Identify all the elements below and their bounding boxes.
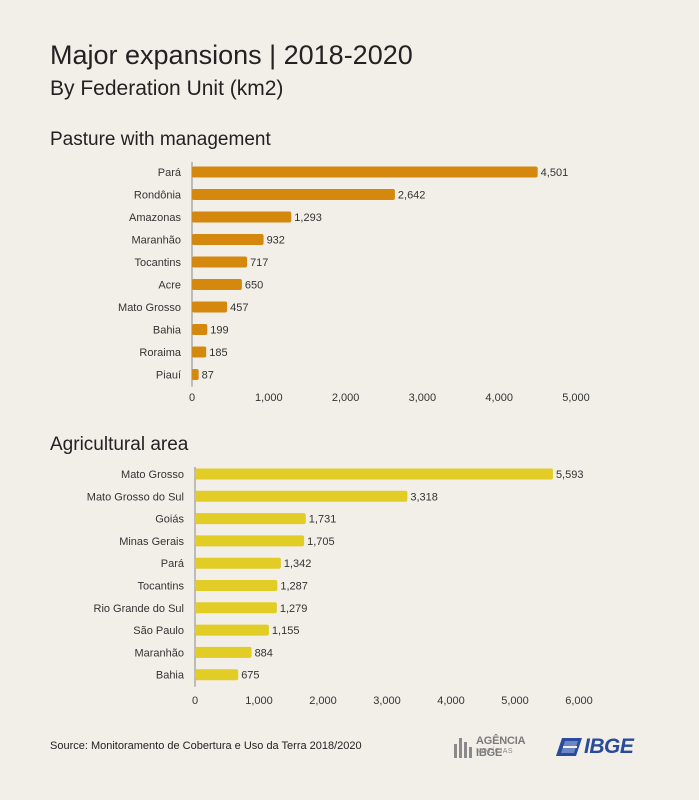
x-tick-label: 3,000 — [373, 695, 401, 707]
value-label: 3,318 — [410, 491, 438, 503]
agricultural-bar-chart: Mato Grosso 5,593 Mato Grosso do Sul 3,318 G… — [87, 467, 593, 707]
bar — [192, 234, 264, 245]
category-label: Amazonas — [129, 212, 181, 224]
bar — [195, 535, 305, 547]
bar — [195, 624, 269, 636]
category-label: Rio Grande do Sul — [94, 603, 185, 615]
category-label: Goiás — [155, 514, 184, 526]
x-tick-label: 3,000 — [409, 392, 437, 404]
category-label: Pará — [161, 558, 185, 570]
category-label: Mato Grosso — [118, 302, 181, 314]
bar — [195, 580, 278, 591]
agencia-ibge-logo[interactable]: AGÊNCIA IBGE NOTÍCIAS — [452, 733, 552, 761]
category-label: Maranhão — [131, 235, 181, 247]
x-tick-label: 0 — [189, 392, 195, 404]
bar — [192, 166, 538, 178]
value-label: 199 — [210, 325, 228, 337]
value-label: 1,155 — [272, 625, 300, 637]
ibge-logo-text: IBGE — [584, 735, 634, 758]
value-label: 884 — [255, 647, 273, 659]
value-label: 717 — [250, 257, 268, 269]
category-label: Acre — [158, 280, 181, 292]
category-label: Rondônia — [134, 190, 182, 202]
value-label: 457 — [230, 302, 248, 314]
value-label: 4,501 — [541, 167, 569, 179]
x-tick-label: 4,000 — [437, 695, 465, 707]
category-label: Tocantins — [135, 257, 182, 269]
bar — [192, 369, 199, 380]
x-tick-label: 5,000 — [501, 695, 529, 707]
bar — [195, 557, 281, 569]
value-label: 1,342 — [284, 558, 312, 570]
bar — [192, 256, 248, 268]
x-tick-label: 1,000 — [255, 392, 283, 404]
category-label: Piauí — [156, 370, 181, 382]
bar — [195, 513, 306, 525]
ibge-logo-icon — [556, 738, 582, 756]
x-tick-label: 6,000 — [565, 695, 593, 707]
agencia-logo-subtext: NOTÍCIAS — [476, 748, 514, 755]
chart-subtitle: By Federation Unit (km2) — [50, 77, 284, 100]
pasture-section-title: Pasture with management — [50, 129, 271, 150]
source-note: Source: Monitoramento de Cobertura e Uso… — [50, 740, 362, 752]
x-tick-label: 2,000 — [332, 392, 360, 404]
x-tick-label: 5,000 — [562, 392, 590, 404]
category-label: São Paulo — [133, 625, 184, 637]
x-tick-label: 0 — [192, 695, 198, 707]
category-label: Minas Gerais — [119, 536, 184, 548]
value-label: 932 — [267, 235, 285, 247]
x-tick-label: 4,000 — [485, 392, 513, 404]
value-label: 1,287 — [280, 581, 308, 593]
bar — [192, 279, 242, 290]
category-label: Pará — [158, 167, 182, 179]
value-label: 1,279 — [280, 603, 308, 615]
bar — [195, 468, 553, 480]
value-label: 1,731 — [309, 514, 337, 526]
bar — [195, 669, 239, 681]
bar — [192, 189, 395, 200]
bar — [195, 490, 408, 502]
x-tick-label: 1,000 — [245, 695, 273, 707]
chart-title: Major expansions | 2018-2020 — [50, 40, 413, 70]
value-label: 185 — [209, 347, 227, 359]
agricultural-section-title: Agricultural area — [50, 434, 189, 455]
category-label: Maranhão — [134, 647, 184, 659]
category-label: Tocantins — [138, 581, 185, 593]
agencia-logo-text: AGÊNCIA IBGE — [476, 735, 525, 759]
value-label: 650 — [245, 280, 263, 292]
value-label: 1,293 — [294, 212, 322, 224]
bar — [195, 646, 252, 658]
category-label: Mato Grosso — [121, 469, 184, 481]
ibge-logo[interactable]: IBGE — [556, 735, 652, 759]
agencia-logo-icon — [454, 738, 472, 758]
value-label: 87 — [202, 370, 214, 382]
bar — [192, 211, 292, 223]
category-label: Bahia — [156, 670, 185, 682]
bar — [192, 346, 207, 358]
category-label: Roraima — [139, 347, 181, 359]
value-label: 2,642 — [398, 190, 426, 202]
value-label: 1,705 — [307, 536, 335, 548]
category-label: Mato Grosso do Sul — [87, 491, 184, 503]
x-tick-label: 2,000 — [309, 695, 337, 707]
bar — [192, 301, 228, 313]
value-label: 5,593 — [556, 469, 584, 481]
bar — [195, 602, 277, 614]
pasture-bar-chart: Pará 4,501 Rondônia 2,642 Amazonas 1,293 Maran… — [118, 162, 590, 404]
value-label: 675 — [241, 670, 259, 682]
bar — [192, 324, 208, 335]
category-label: Bahia — [153, 325, 182, 337]
